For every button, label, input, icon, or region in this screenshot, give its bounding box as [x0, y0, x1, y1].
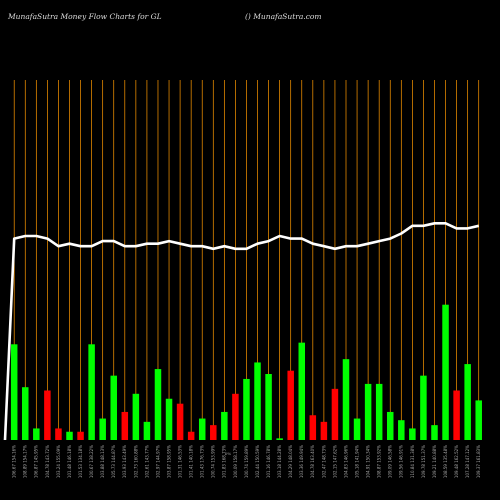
x-tick-label: 101.43 176.73% — [200, 445, 205, 478]
flow-bar — [88, 344, 95, 440]
x-tick-label: 101.41 140.18% — [189, 445, 194, 478]
flow-bar — [232, 393, 239, 440]
x-tick-label: 101.16 146.78% — [266, 445, 271, 478]
flow-bar — [265, 374, 272, 440]
x-tick-label: 101.53 134.18% — [78, 445, 83, 478]
x-tick-label: 103.24 155.09% — [56, 445, 61, 478]
flow-bars — [10, 304, 482, 440]
x-tick-label: 103.36 149.94% — [299, 445, 304, 478]
flow-bar — [187, 431, 195, 440]
flow-bar — [276, 438, 283, 440]
flow-bar — [420, 375, 427, 440]
flow-bar — [176, 403, 184, 440]
flow-bar — [409, 428, 416, 440]
chart-header-right: () MunafaSutra.com — [245, 12, 322, 21]
x-tick-label: 109.48 162.52% — [454, 445, 459, 478]
flow-bar — [254, 362, 261, 440]
flow-bar — [66, 431, 73, 440]
flow-bar — [287, 370, 294, 440]
flow-bar — [442, 304, 449, 440]
x-tick-label: 104.91 150.34% — [366, 445, 371, 478]
money-flow-line — [3, 222, 480, 441]
x-tick-label: 102.61 143.77% — [144, 445, 149, 478]
x-tick-label: 101.48 146.18% — [67, 445, 72, 478]
x-tick-label: 104.78 163.40% — [310, 445, 315, 478]
x-tick-label: 105.18 141.94% — [354, 445, 359, 478]
flow-bar — [298, 342, 306, 440]
x-tick-label: 101.83 168.73% — [222, 445, 227, 478]
flow-bar — [453, 390, 460, 440]
flow-bar — [353, 418, 361, 440]
x-tick-labels: 106.67 154.16% 108.89 154.17% 106.87 145.9… — [12, 445, 482, 478]
x-tick-label: 109.09 146.58% — [388, 445, 393, 478]
flow-bar — [243, 378, 250, 440]
flow-bar — [143, 421, 151, 440]
flow-bar — [475, 400, 482, 440]
x-tick-label: 109.37 161.83% — [476, 445, 481, 478]
flow-bar — [99, 418, 106, 440]
flow-bar — [22, 387, 29, 440]
x-tick-label: 105.73 144.87% — [111, 445, 116, 478]
chart-header-left: MunafaSutra Money Flow Charts for GL — [8, 12, 162, 21]
flow-bar — [309, 415, 317, 440]
flow-bar — [154, 369, 162, 440]
flow-bar — [198, 418, 206, 440]
flow-bar — [77, 431, 84, 440]
x-tick-label: 102.97 144.97% — [155, 445, 160, 478]
flow-bar — [364, 383, 372, 440]
x-tick-label: 100.74 153.99% — [211, 445, 216, 478]
x-tick-label: 110.84 131.38% — [410, 445, 415, 478]
x-tick-label: 109.21 140.88% — [432, 445, 437, 478]
x-tick-label: 108.59 135.48% — [443, 445, 448, 478]
flow-bar — [10, 344, 18, 440]
flow-bar — [132, 393, 140, 440]
x-tick-label: 102.73 160.88% — [133, 445, 138, 478]
flow-bar — [44, 390, 51, 440]
flow-bar — [342, 359, 350, 440]
x-tick-label: 102.15 147.62% — [332, 445, 337, 478]
x-tick-label: 109.78 151.37% — [421, 445, 426, 478]
x-tick-label: 103.88 148.13% — [100, 445, 105, 478]
flow-bar — [431, 425, 438, 440]
flow-bar — [375, 383, 383, 440]
x-tick-label: 104.83 146.96% — [343, 445, 348, 478]
x-tick-label: 107.28 147.12% — [465, 445, 470, 478]
x-tick-label: 101.31 146.53% — [178, 445, 183, 478]
flow-bar — [165, 398, 173, 440]
flow-bar — [320, 421, 328, 440]
flow-bar — [331, 388, 339, 440]
x-tick-label: 104.29 148.04% — [288, 445, 293, 478]
x-tick-label: 102.47 148.73% — [321, 445, 326, 478]
x-tick-label: 106.87 145.95% — [34, 445, 39, 478]
x-tick-label: 103.18 144.28% — [277, 445, 282, 478]
flow-bar — [386, 411, 394, 440]
flow-bar — [55, 428, 62, 440]
x-tick-label: 106.67 154.16% — [12, 445, 17, 478]
x-tick-label: 100.74 159.89% — [244, 445, 249, 478]
flow-bar — [210, 425, 217, 440]
flow-bar — [464, 364, 471, 440]
flow-bar — [110, 375, 117, 440]
x-axis-center-label: 0% — [225, 451, 232, 456]
x-tick-label: 108.89 154.17% — [23, 445, 28, 478]
flow-bar — [221, 411, 228, 440]
x-tick-label: 103.87 158.95% — [166, 445, 171, 478]
x-tick-label: 100.67 138.22% — [89, 445, 94, 478]
x-tick-label: 104.78 143.72% — [45, 445, 50, 478]
x-tick-label: 100.09 158.17% — [233, 445, 238, 478]
flow-bar — [398, 420, 405, 440]
x-tick-label: 109.56 146.91% — [399, 445, 404, 478]
flow-bar — [121, 411, 129, 440]
x-tick-label: 103.93 143.49% — [122, 445, 127, 478]
x-tick-label: 102.44 150.59% — [255, 445, 260, 478]
x-tick-label: 108.87 153.92% — [377, 445, 382, 478]
flow-bar — [33, 428, 40, 440]
